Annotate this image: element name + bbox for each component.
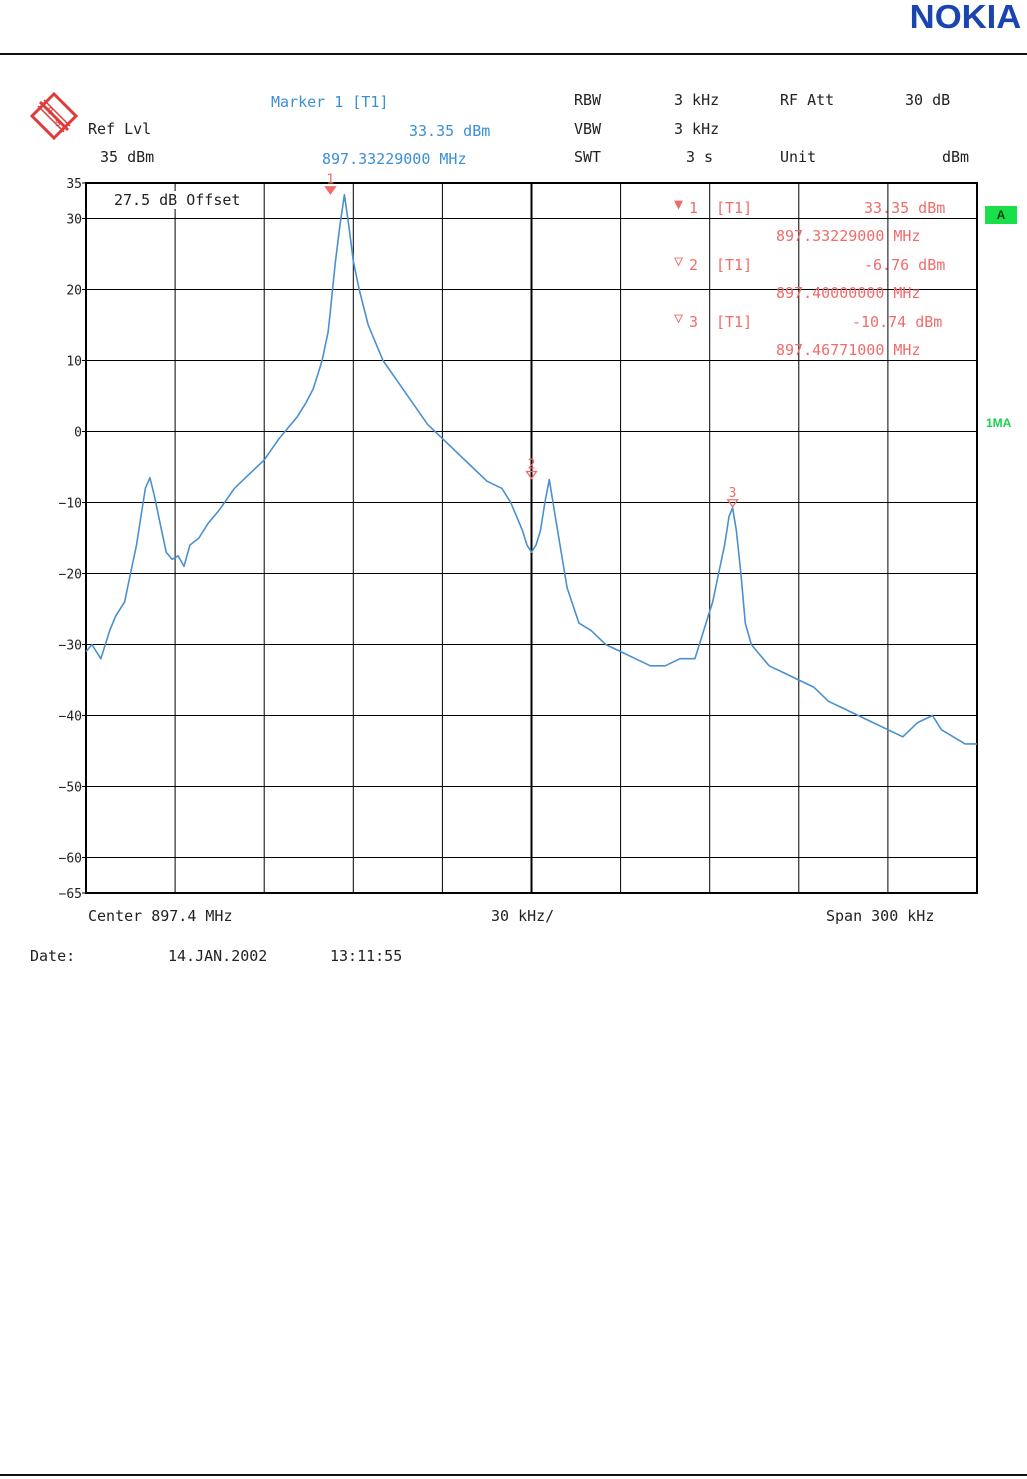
y-tick-label: 10 <box>66 355 82 370</box>
marker-1-trace: [T1] <box>716 199 753 217</box>
marker-2-num: 2 <box>689 256 699 274</box>
swt-label: SWT <box>574 148 602 166</box>
y-tick-label: −65 <box>59 887 82 902</box>
svg-text:R: R <box>48 107 54 117</box>
y-tick-label: −40 <box>59 710 82 725</box>
swt-value: 3 s <box>686 148 714 166</box>
marker-3-num: 3 <box>689 313 699 331</box>
y-tick-label: 30 <box>66 213 82 228</box>
header-rule <box>0 53 1027 55</box>
marker-1-triangle <box>324 186 337 195</box>
date-label: Date: <box>30 947 76 965</box>
footer-rule <box>0 1474 1027 1476</box>
unit-value: dBm <box>942 148 970 166</box>
marker-1-freq: 897.33229000 MHz <box>776 227 921 245</box>
marker-level: 33.35 dBm <box>409 122 491 140</box>
rf-att-value: 30 dB <box>905 91 951 109</box>
y-tick-label: 0 <box>74 426 82 441</box>
marker-freq: 897.33229000 MHz <box>322 150 467 168</box>
y-tick-label: −60 <box>59 852 82 867</box>
center-freq: Center 897.4 MHz <box>88 907 233 925</box>
vbw-value: 3 kHz <box>674 120 720 138</box>
ref-lvl-label: Ref Lvl <box>88 120 152 138</box>
y-tick-label: −50 <box>59 781 82 796</box>
detector-label: 1MA <box>986 416 1012 430</box>
rohde-schwarz-logo: R S <box>30 92 78 140</box>
marker-2-freq: 897.40000000 MHz <box>776 284 921 302</box>
y-tick-label: −30 <box>59 639 82 654</box>
marker-3-label: 3 <box>729 486 737 501</box>
marker-1-level: 33.35 dBm <box>864 199 946 217</box>
nokia-logo: NOKIA <box>909 0 1021 35</box>
marker-2-symbol: ▽ <box>674 252 684 270</box>
unit-label: Unit <box>780 148 817 166</box>
rbw-value: 3 kHz <box>674 91 720 109</box>
y-tick-label: −10 <box>59 497 82 512</box>
marker-1-num: 1 <box>689 199 699 217</box>
marker-1-symbol: ▼ <box>674 195 684 213</box>
y-tick-label: 35 <box>66 177 82 192</box>
marker-2-trace: [T1] <box>716 256 753 274</box>
marker-2-label: 2 <box>528 457 536 472</box>
marker-3-level: -10.74 dBm <box>852 313 943 331</box>
time-value: 13:11:55 <box>330 947 403 965</box>
marker-3-freq: 897.46771000 MHz <box>776 341 921 359</box>
y-tick-label: −20 <box>59 568 82 583</box>
marker-1-label: 1 <box>326 173 334 188</box>
span: Span 300 kHz <box>826 907 935 925</box>
spectrum-trace <box>85 193 977 745</box>
marker-2-triangle <box>525 470 538 480</box>
plot-frame <box>85 182 978 894</box>
trace-a-badge: A <box>985 206 1017 224</box>
marker-2-level: -6.76 dBm <box>864 256 946 274</box>
date-value: 14.JAN.2002 <box>168 947 268 965</box>
rf-att-label: RF Att <box>780 91 835 109</box>
marker-title: Marker 1 [T1] <box>271 93 389 111</box>
ref-lvl-value: 35 dBm <box>100 148 155 166</box>
marker-3-trace: [T1] <box>716 313 753 331</box>
spectrum-chart: 35 30 20 10 0 −10 −20 −30 −40 −50 −60 −65 1 2 3 <box>59 173 978 902</box>
svg-text:S: S <box>55 119 60 129</box>
offset-label: 27.5 dB Offset <box>112 191 243 209</box>
freq-per-div: 30 kHz/ <box>491 907 555 925</box>
y-tick-label: 20 <box>66 284 82 299</box>
rbw-label: RBW <box>574 91 602 109</box>
vbw-label: VBW <box>574 120 602 138</box>
marker-3-triangle <box>726 499 739 508</box>
marker-3-symbol: ▽ <box>674 309 684 327</box>
